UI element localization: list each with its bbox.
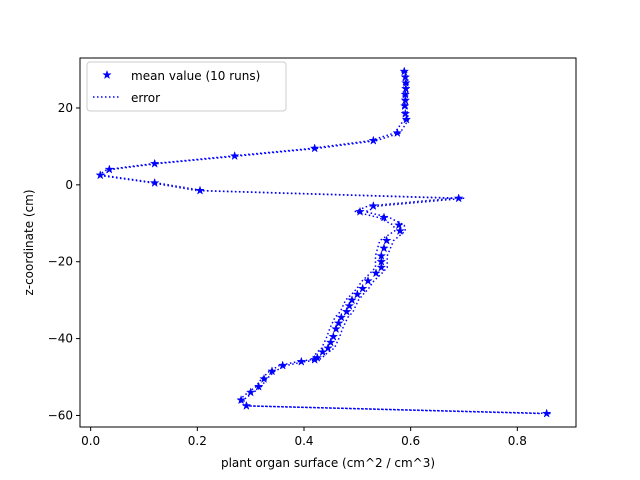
data-point-star — [336, 312, 347, 322]
y-axis-label: z-coordinate (cm) — [22, 189, 36, 295]
data-point-star — [95, 170, 106, 180]
x-tick-label: 0.4 — [294, 434, 313, 448]
legend-star-shape — [102, 69, 112, 80]
data-point-star — [195, 185, 205, 195]
plot-layer — [95, 66, 553, 418]
y-tick-label: 0 — [65, 178, 73, 192]
legend: mean value (10 runs) error — [86, 61, 287, 112]
y-tick-label: −60 — [48, 408, 73, 422]
data-point-star — [344, 300, 355, 311]
data-point-star — [357, 283, 368, 293]
data-point-star — [453, 193, 464, 203]
data-point-star — [331, 323, 341, 334]
error-line-lower — [96, 71, 542, 415]
data-point-star — [277, 360, 288, 370]
data-point-star — [371, 268, 381, 278]
data-point-star — [253, 381, 264, 391]
legend-label-error: error — [131, 91, 160, 105]
x-tick-label: 0.0 — [81, 434, 100, 448]
ticks-layer: 0.0 0.2 0.4 0.6 0.8 −60 −40 −20 0 20 — [48, 101, 527, 448]
data-point-star — [347, 295, 357, 305]
data-point-star — [400, 108, 411, 118]
data-point-star — [381, 235, 392, 245]
data-point-star — [267, 366, 277, 376]
data-point-star — [392, 127, 403, 138]
data-point-star — [368, 135, 379, 145]
data-point-star — [399, 66, 410, 76]
x-tick-label: 0.2 — [188, 434, 207, 448]
data-point-star — [333, 318, 344, 328]
data-point-star — [296, 356, 307, 366]
data-point-star — [400, 95, 411, 105]
data-point-star — [394, 220, 404, 230]
data-point-star — [104, 164, 115, 174]
x-tick-label: 0.8 — [508, 434, 527, 448]
data-point-star — [379, 212, 389, 222]
x-tick-label: 0.6 — [401, 434, 420, 448]
data-point-star — [245, 387, 256, 397]
data-point-star — [149, 158, 160, 168]
y-tick-label: −40 — [48, 332, 73, 346]
data-point-star — [229, 150, 240, 161]
data-point-star — [395, 225, 405, 236]
y-tick-label: −20 — [48, 255, 73, 269]
data-point-star — [368, 200, 379, 211]
data-point-star — [236, 394, 246, 405]
data-point-star — [317, 346, 328, 357]
data-point-star — [241, 400, 252, 410]
legend-label-mean: mean value (10 runs) — [131, 69, 260, 83]
data-point-star — [328, 331, 339, 341]
data-point-star — [309, 354, 320, 364]
data-point-star — [325, 337, 336, 347]
data-point-star — [309, 143, 320, 153]
data-point-star — [541, 408, 552, 418]
data-point-star — [401, 83, 411, 93]
data-point-star — [323, 343, 333, 353]
data-point-star — [355, 206, 365, 216]
legend-box — [86, 61, 287, 112]
data-point-star — [149, 177, 160, 188]
data-point-star — [399, 100, 410, 111]
data-point-star — [352, 289, 363, 299]
data-point-star — [259, 373, 269, 384]
data-point-star — [379, 243, 389, 253]
data-point-star — [400, 72, 411, 82]
y-tick-label: 20 — [58, 101, 73, 115]
data-point-star — [341, 306, 352, 316]
data-point-star — [401, 114, 412, 124]
x-axis-label: plant organ surface (cm^2 / cm^3) — [221, 456, 435, 470]
axes-frame — [79, 57, 577, 428]
data-point-star — [376, 262, 387, 272]
legend-marker-star-icon — [102, 69, 112, 80]
data-point-star — [363, 275, 373, 286]
